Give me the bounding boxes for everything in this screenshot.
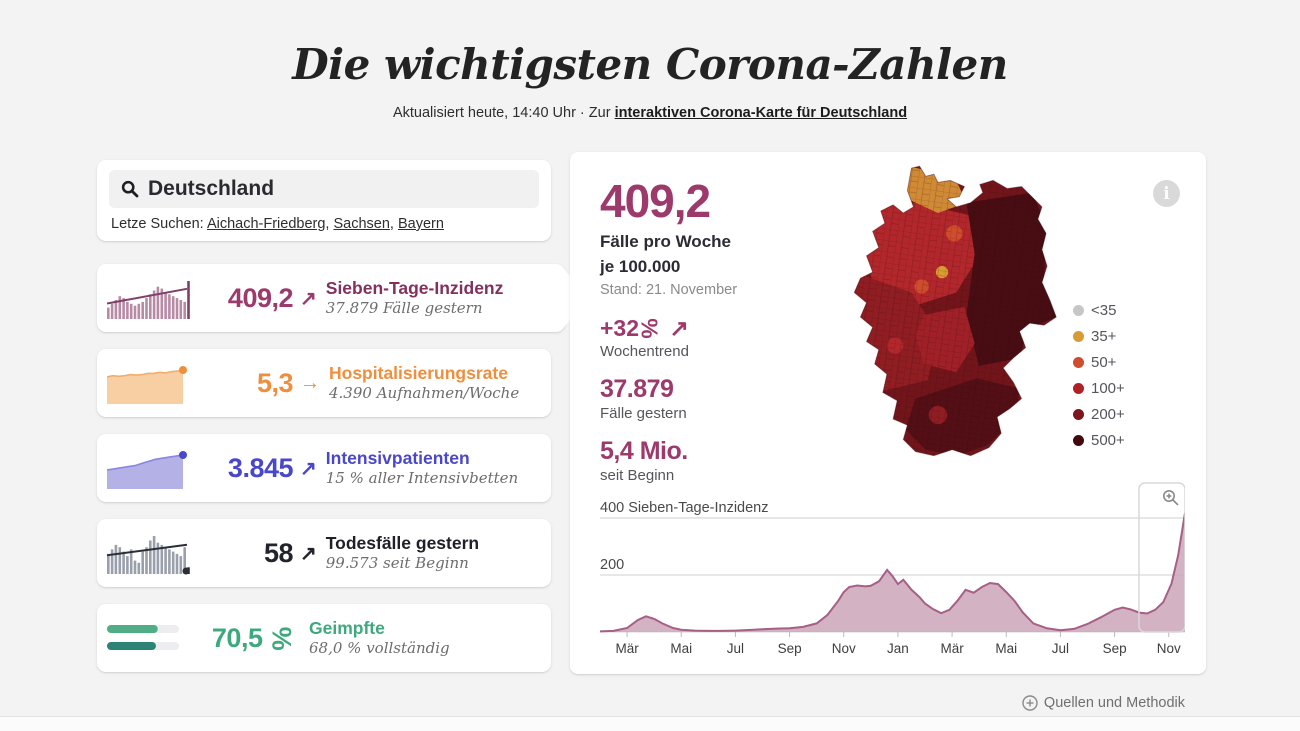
svg-text:Nov: Nov — [832, 641, 856, 656]
svg-text:Mai: Mai — [670, 641, 692, 656]
detail-total-value: 5,4 Mio. — [600, 437, 688, 466]
recent-link-1[interactable]: Aichach-Friedberg — [206, 216, 326, 232]
trend-up-icon: ↗ — [669, 315, 689, 342]
magnifier-plus-icon[interactable] — [1163, 490, 1179, 506]
card-title: Todesfälle gestern — [325, 533, 480, 554]
legend-item: 50+ — [1073, 354, 1125, 371]
legend-dot — [1073, 435, 1084, 446]
svg-text:400 Sieben-Tage-Inzidenz: 400 Sieben-Tage-Inzidenz — [600, 500, 768, 516]
svg-text:Jan: Jan — [887, 641, 909, 656]
detail-trend-label: Wochentrend — [600, 343, 689, 361]
card-subtitle: 37.879 Fälle gestern — [325, 298, 483, 317]
search-card: Deutschland Letze Suchen: Aichach-Friedb… — [97, 160, 551, 241]
detail-panel: 409,2 Fälle pro Woche je 100.000 Stand: … — [570, 152, 1206, 674]
percent-icon: % — [266, 626, 297, 650]
card-subtitle: 99.573 seit Beginn — [325, 553, 469, 572]
trend-flat-icon: → — [300, 371, 320, 394]
incidence-sparkline-icon — [107, 281, 190, 319]
detail-week-trend: +32% ↗ — [600, 315, 689, 342]
recent-link-3[interactable]: Bayern — [397, 216, 444, 232]
legend-item: 200+ — [1073, 406, 1125, 423]
search-input[interactable]: Deutschland — [109, 170, 539, 208]
icu-sparkline-icon — [107, 451, 187, 489]
info-icon[interactable]: i — [1153, 180, 1180, 207]
detail-big-label: Fälle pro Woche je 100.000 — [600, 232, 731, 276]
svg-text:Sep: Sep — [778, 641, 802, 656]
legend-item: 500+ — [1073, 432, 1125, 449]
sources-link[interactable]: Quellen und Methodik — [1022, 695, 1185, 711]
page-title: Die wichtigsten Corona-Zahlen — [292, 40, 1008, 89]
trend-up-icon: ↗ — [300, 287, 317, 310]
legend-item: <35 — [1073, 302, 1125, 319]
updated-text: Aktualisiert heute, 14:40 Uhr · Zur — [392, 105, 615, 121]
svg-text:Jul: Jul — [1052, 641, 1069, 656]
trend-up-icon: ↗ — [300, 457, 317, 480]
recent-link-2[interactable]: Sachsen — [333, 216, 390, 232]
circled-plus-icon — [1022, 695, 1038, 711]
card-todesfaelle[interactable]: 58 ↗ Todesfälle gestern 99.573 seit Begi… — [97, 519, 551, 587]
sidebar: Deutschland Letze Suchen: Aichach-Friedb… — [97, 160, 565, 689]
card-subtitle: 15 % aller Intensivbetten — [325, 468, 519, 487]
recent-searches: Letze Suchen: Aichach-Friedberg, Sachsen… — [111, 216, 444, 232]
map-regions — [854, 166, 1057, 456]
legend-dot — [1073, 331, 1084, 342]
deaths-value: 58 — [263, 537, 294, 568]
percent-icon: % — [636, 318, 663, 340]
card-title: Hospitalisierungsrate — [329, 363, 508, 384]
detail-yesterday-label: Fälle gestern — [600, 405, 687, 423]
card-geimpfte[interactable]: 70,5 % Geimpfte 68,0 % vollständig — [97, 604, 551, 672]
detail-stats: 409,2 Fälle pro Woche je 100.000 Stand: … — [600, 178, 810, 484]
vaccinated-progress-icon — [107, 625, 179, 650]
detail-stand: Stand: 21. November — [600, 282, 738, 299]
search-icon — [121, 180, 139, 198]
icu-value: 3.845 — [227, 452, 294, 483]
svg-text:Mai: Mai — [995, 641, 1017, 656]
card-title: Intensivpatienten — [325, 448, 470, 469]
corona-map-link[interactable]: interaktiven Corona-Karte für Deutschlan… — [614, 105, 908, 121]
svg-text:Sep: Sep — [1103, 641, 1127, 656]
detail-big-value: 409,2 — [600, 175, 711, 227]
legend-item: 35+ — [1073, 328, 1125, 345]
card-sieben-tage-inzidenz[interactable]: 409,2 ↗ Sieben-Tage-Inzidenz 37.879 Fäll… — [97, 264, 565, 332]
germany-map[interactable] — [813, 162, 1069, 468]
incidence-time-chart[interactable]: 400 Sieben-Tage-Inzidenz 200 Mär Mai Jul Sep N… — [599, 482, 1186, 664]
svg-text:Mär: Mär — [940, 641, 964, 656]
hospital-value: 5,3 — [256, 367, 294, 398]
vaccinated-value: 70,5 % — [211, 622, 297, 653]
card-title: Sieben-Tage-Inzidenz — [325, 278, 504, 299]
update-line: Aktualisiert heute, 14:40 Uhr · Zur inte… — [0, 105, 1300, 121]
incidence-value: 409,2 — [227, 282, 294, 313]
hospital-sparkline-icon — [107, 366, 187, 404]
svg-text:Mär: Mär — [615, 641, 639, 656]
legend-dot — [1073, 305, 1084, 316]
card-hospitalisierungsrate[interactable]: 5,3 → Hospitalisierungsrate 4.390 Aufnah… — [97, 349, 551, 417]
page-bottom-strip — [0, 716, 1300, 731]
page-header: Die wichtigsten Corona-Zahlen Aktualisie… — [0, 0, 1300, 121]
legend-dot — [1073, 383, 1084, 394]
legend-dot — [1073, 357, 1084, 368]
detail-total-label: seit Beginn — [600, 467, 675, 485]
trend-up-icon: ↗ — [300, 542, 317, 565]
svg-text:200: 200 — [600, 557, 624, 573]
card-subtitle: 68,0 % vollständig — [309, 638, 450, 657]
detail-yesterday-value: 37.879 — [600, 375, 674, 404]
recent-label: Letze Suchen: — [111, 216, 207, 232]
map-legend: <35 35+ 50+ 100+ 200+ 500+ — [1073, 302, 1125, 458]
svg-text:Nov: Nov — [1157, 641, 1181, 656]
card-subtitle: 4.390 Aufnahmen/Woche — [329, 383, 520, 402]
search-value: Deutschland — [148, 177, 275, 200]
legend-item: 100+ — [1073, 380, 1125, 397]
deaths-sparkline-icon — [107, 536, 190, 575]
legend-dot — [1073, 409, 1084, 420]
svg-text:Jul: Jul — [727, 641, 744, 656]
card-intensivpatienten[interactable]: 3.845 ↗ Intensivpatienten 15 % aller Int… — [97, 434, 551, 502]
card-title: Geimpfte — [309, 618, 385, 639]
